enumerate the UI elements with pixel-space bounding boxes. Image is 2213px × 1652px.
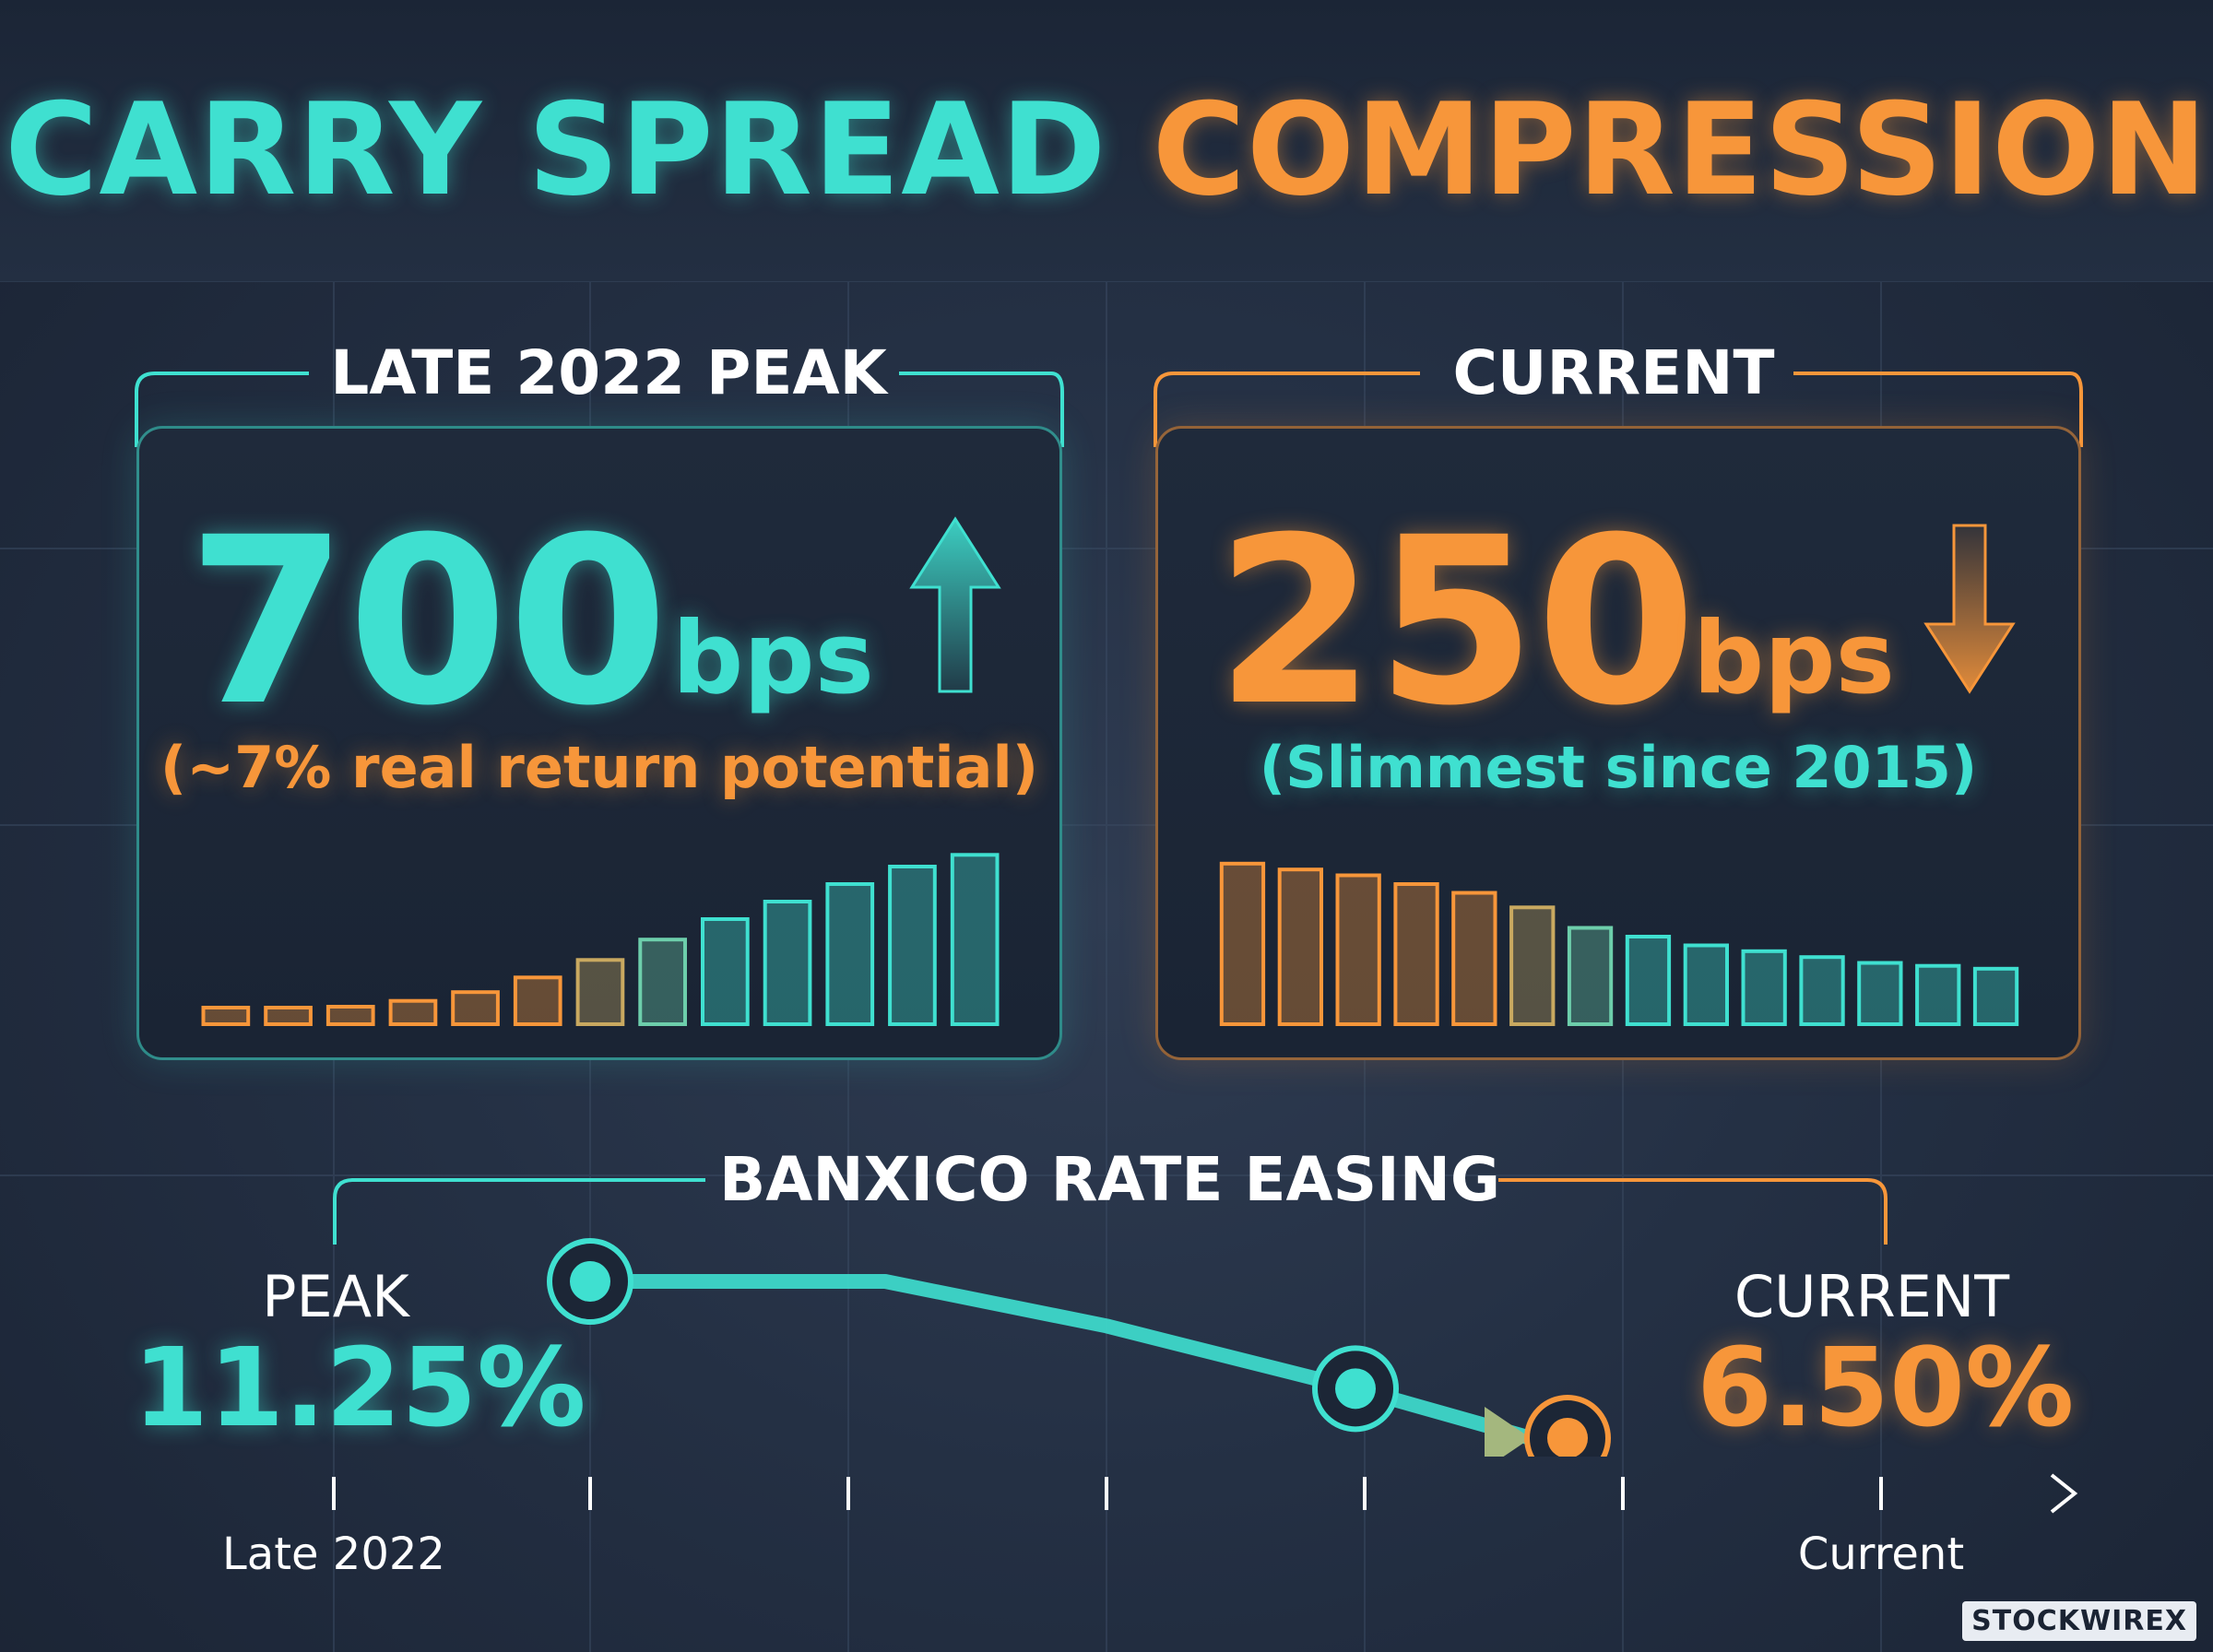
bar-11 [1799, 955, 1845, 1026]
bar-10 [763, 900, 812, 1026]
arrow-up-icon [909, 516, 1001, 693]
rate-section-label: BANXICO RATE EASING [719, 1144, 1501, 1215]
page-title: CARRY SPREAD COMPRESSION [0, 72, 2213, 229]
bar-4 [388, 998, 438, 1026]
rate-point-1 [570, 1261, 610, 1302]
bar-8 [1625, 935, 1672, 1026]
bar-13 [1915, 963, 1961, 1026]
current-panel-label: CURRENT [1452, 337, 1775, 408]
bar-12 [888, 865, 937, 1026]
peak-bar-chart [201, 853, 1000, 1027]
bar-6 [513, 975, 562, 1027]
rate-easing-path [547, 1238, 1611, 1457]
axis-start-label: Late 2022 [222, 1528, 445, 1580]
rate-bracket [333, 1178, 1888, 1245]
current-card: 250 bps (Slimmest since 2015) [1155, 426, 2081, 1060]
bar-7 [575, 958, 625, 1026]
peak-card: 700 bps (~7% real return potential) [136, 426, 1062, 1060]
bar-10 [1741, 949, 1787, 1026]
bar-3 [1335, 873, 1381, 1026]
current-bracket [1154, 372, 2083, 447]
bar-3 [325, 1005, 375, 1026]
header-band [0, 0, 2213, 281]
bar-1 [1219, 861, 1266, 1026]
bar-9 [1683, 943, 1730, 1026]
peak-bracket [135, 372, 1064, 447]
axis-end-label: Current [1797, 1528, 1965, 1580]
bar-9 [701, 917, 750, 1026]
current-spread-unit: bps [1693, 601, 1895, 716]
bar-6 [1509, 905, 1556, 1026]
peak-spread-note: (~7% real return potential) [160, 734, 1039, 801]
rate-arrow-head [1485, 1407, 1531, 1457]
peak-spread-value: 700 [187, 488, 669, 756]
rate-peak-value: 11.25% [133, 1324, 586, 1451]
bar-13 [950, 853, 1000, 1026]
current-bar-chart [1219, 861, 2019, 1027]
bar-7 [1567, 926, 1614, 1026]
rate-peak-label: PEAK [262, 1263, 409, 1330]
arrow-down-icon [1923, 524, 2016, 694]
bar-4 [1393, 882, 1439, 1026]
bar-2 [264, 1006, 313, 1026]
bar-1 [201, 1006, 251, 1026]
bar-8 [638, 938, 687, 1026]
rate-current-value: 6.50% [1697, 1324, 2075, 1451]
bar-12 [1857, 961, 1903, 1026]
rate-point-5 [1547, 1418, 1588, 1457]
peak-panel-label: LATE 2022 PEAK [330, 337, 887, 408]
timeline-axis [138, 1473, 2078, 1514]
rate-point-4 [1335, 1368, 1376, 1410]
current-spread-value: 250 [1215, 488, 1697, 756]
bar-2 [1277, 867, 1323, 1027]
bar-5 [1451, 891, 1497, 1026]
title-part-orange: COMPRESSION [1152, 76, 2208, 224]
brand-logo: STOCKWIREX [1962, 1601, 2196, 1641]
rate-line [590, 1274, 1533, 1446]
peak-spread-unit: bps [672, 601, 874, 716]
bar-11 [825, 882, 875, 1026]
rate-current-label: CURRENT [1734, 1263, 2010, 1330]
bar-14 [1972, 966, 2019, 1027]
current-spread-note: (Slimmest since 2015) [1259, 734, 1978, 801]
title-part-teal: CARRY SPREAD [5, 76, 1107, 224]
bar-5 [451, 990, 500, 1026]
